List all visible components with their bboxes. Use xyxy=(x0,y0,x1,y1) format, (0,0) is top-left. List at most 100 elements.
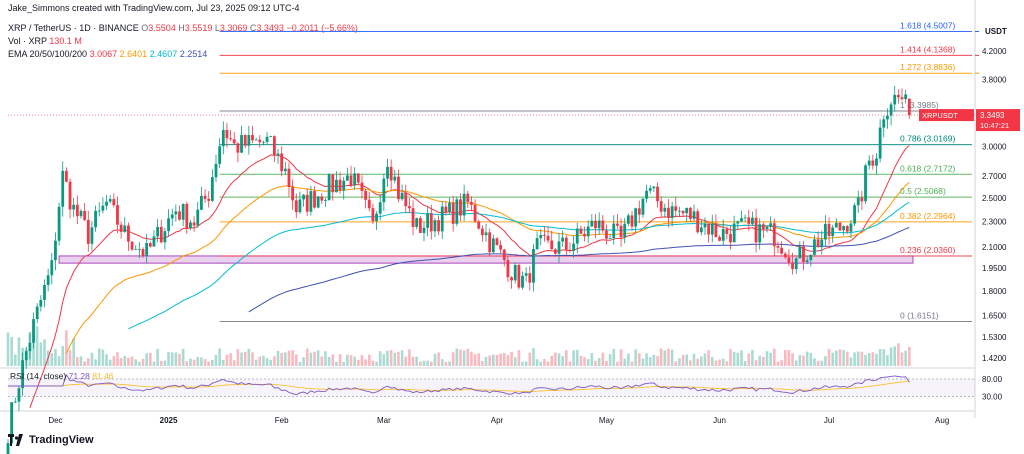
candle-body xyxy=(448,202,451,212)
volume-bar xyxy=(170,352,174,366)
volume-bar xyxy=(440,359,444,366)
volume-bar xyxy=(353,356,356,366)
volume-bar xyxy=(232,360,236,366)
candle xyxy=(849,219,853,239)
candle-body xyxy=(579,228,583,234)
candle xyxy=(134,245,138,250)
candle-body xyxy=(871,160,875,166)
candle xyxy=(429,204,433,240)
candle-body xyxy=(732,223,736,243)
candle xyxy=(86,211,90,252)
candle-body xyxy=(349,175,353,186)
candle xyxy=(484,223,488,242)
candle xyxy=(305,188,309,217)
candle-body xyxy=(860,197,864,202)
candle xyxy=(21,352,24,396)
tradingview-logo[interactable]: TradingView xyxy=(8,434,94,446)
candle xyxy=(623,218,627,244)
candle xyxy=(345,167,349,181)
candle xyxy=(378,193,382,221)
volume-bar xyxy=(718,359,721,366)
candle xyxy=(761,222,765,239)
candle-body xyxy=(203,195,207,199)
volume-bar xyxy=(138,361,141,366)
candle-body xyxy=(517,265,521,288)
candle-body xyxy=(185,203,189,229)
candle-body xyxy=(451,202,455,224)
candle xyxy=(174,204,178,222)
candle xyxy=(181,203,185,226)
candle xyxy=(524,267,528,282)
candle xyxy=(203,189,207,203)
candle xyxy=(386,158,389,187)
volume-bar xyxy=(243,351,247,366)
volume-bar xyxy=(200,357,203,366)
rsi-value: 71.28 xyxy=(68,371,90,381)
candle xyxy=(280,146,284,177)
candle xyxy=(112,193,116,208)
candle-body xyxy=(590,220,594,227)
volume-bar xyxy=(670,349,674,366)
volume-bar xyxy=(444,361,448,366)
volume-bar xyxy=(273,356,276,366)
volume-bar xyxy=(565,350,568,366)
candle xyxy=(43,279,46,308)
candle-body xyxy=(564,237,568,250)
candle xyxy=(732,215,736,243)
candle xyxy=(50,253,54,285)
candle xyxy=(499,240,503,254)
volume-bar xyxy=(729,349,732,366)
volume-label: Vol · XRP xyxy=(8,36,47,46)
candle-body xyxy=(893,94,897,105)
symbol-legend[interactable]: XRP / TetherUS · 1D · BINANCE O3.5504 H3… xyxy=(8,23,358,33)
candle-body xyxy=(820,239,824,248)
candle-body xyxy=(433,220,437,232)
candle xyxy=(842,225,846,236)
candle xyxy=(294,193,298,219)
volume-legend[interactable]: Vol · XRP 130.1 M xyxy=(8,36,82,46)
candle xyxy=(586,220,590,244)
candle-body xyxy=(218,146,222,164)
volume-bar xyxy=(167,351,170,366)
candle xyxy=(218,138,222,169)
candle xyxy=(108,195,112,204)
candle xyxy=(736,220,740,230)
candle xyxy=(780,241,783,255)
volume-bar xyxy=(262,355,265,366)
volume-bar xyxy=(769,352,772,366)
candle xyxy=(459,193,462,222)
time-tick: Jun xyxy=(713,416,726,425)
fib-label: 1.618 (4.5007) xyxy=(900,20,955,30)
candle-body xyxy=(83,210,87,220)
volume-bar xyxy=(433,353,437,366)
time-tick: Apr xyxy=(491,416,504,425)
candle-body xyxy=(718,236,721,241)
rsi-tick: 80.00 xyxy=(982,375,1003,384)
candle-body xyxy=(68,181,72,210)
candle xyxy=(521,271,524,290)
candle xyxy=(364,188,368,209)
candle xyxy=(170,208,174,227)
volume-bar xyxy=(265,358,269,366)
volume-bar xyxy=(897,343,900,366)
candle-body xyxy=(794,258,798,270)
candle xyxy=(185,201,189,234)
candle xyxy=(871,154,875,170)
volume-bar xyxy=(831,352,834,366)
volume-bar xyxy=(550,355,554,366)
rsi-legend[interactable]: RSI (14, close) 71.28 81.46 xyxy=(10,371,114,381)
volume-bar xyxy=(112,356,116,366)
candles xyxy=(6,85,911,454)
candle-body xyxy=(499,245,503,250)
volume-bar xyxy=(908,346,911,366)
candle xyxy=(889,102,893,126)
candle xyxy=(583,226,586,242)
candle-body xyxy=(842,226,846,231)
ema-legend[interactable]: EMA 20/50/100/200 3.0067 2.6401 2.4607 2… xyxy=(8,49,207,59)
candle-body xyxy=(200,195,203,210)
price-tick: 4.2000 xyxy=(982,47,1007,56)
candle-body xyxy=(86,219,90,244)
candle-body xyxy=(645,190,648,199)
candle-body xyxy=(740,218,743,222)
